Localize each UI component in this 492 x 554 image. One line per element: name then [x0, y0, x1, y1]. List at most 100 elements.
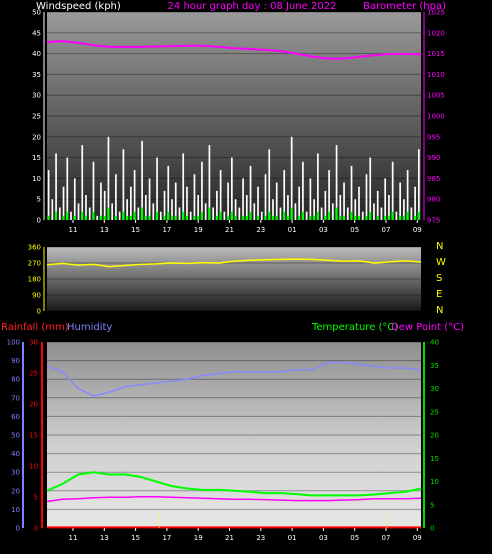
- windspeed-bar: [66, 157, 69, 220]
- barometer-tick-label: 1020: [427, 29, 445, 37]
- direction-tick-label: 0: [37, 308, 41, 316]
- gust-bar: [245, 215, 248, 220]
- temp-x-tick-label: 19: [194, 534, 203, 542]
- windspeed-bar: [320, 207, 323, 220]
- temperature-tick-label: 25: [430, 408, 439, 416]
- gust-bar: [185, 215, 188, 220]
- gust-bar: [92, 211, 95, 220]
- windspeed-bar: [245, 195, 248, 220]
- windspeed-bar: [403, 199, 405, 220]
- windspeed-bar: [313, 199, 315, 220]
- wind-x-tick-label: 05: [350, 226, 359, 234]
- windspeed-bar: [167, 165, 170, 220]
- windspeed-bar: [279, 207, 282, 220]
- gust-bar: [301, 211, 304, 220]
- gust-bar: [122, 211, 125, 220]
- direction-panel: [47, 247, 421, 311]
- humidity-tick-label: 10: [11, 506, 20, 514]
- windspeed-bar: [410, 207, 413, 220]
- windspeed-bar: [264, 174, 267, 220]
- barometer-tick-label: 1025: [427, 9, 445, 17]
- gust-bar: [200, 211, 203, 220]
- rainfall-tick-label: 20: [29, 401, 38, 409]
- humidity-line: [46, 361, 422, 397]
- windspeed-bar: [227, 182, 229, 220]
- windspeed-tick-label: 10: [32, 175, 41, 183]
- barometer-tick-label: 985: [427, 175, 440, 183]
- barometer-tick-label: 1005: [427, 92, 445, 100]
- windspeed-bar: [171, 199, 173, 220]
- windspeed-bar: [260, 211, 263, 220]
- gust-bar: [286, 215, 289, 220]
- windspeed-bar: [77, 203, 80, 220]
- windspeed-bar: [395, 211, 398, 220]
- windspeed-bar: [51, 199, 54, 220]
- windspeed-bar: [335, 145, 338, 220]
- humidity-tick-label: 50: [11, 432, 20, 440]
- gust-bar: [182, 211, 185, 220]
- humidity-tick-label: 60: [11, 413, 20, 421]
- windspeed-bar: [294, 203, 297, 220]
- wind-x-tick-label: 21: [225, 226, 234, 234]
- windspeed-bar: [317, 153, 319, 220]
- gust-bar: [264, 215, 267, 220]
- gust-bar: [387, 215, 390, 220]
- windspeed-bar: [346, 207, 349, 220]
- windspeed-bar: [182, 153, 185, 220]
- windspeed-bar: [208, 145, 211, 220]
- windspeed-bar: [272, 199, 274, 220]
- direction-letters: N W S E N: [436, 241, 446, 316]
- humidity-tick-label: 90: [11, 357, 20, 365]
- gust-bar: [398, 215, 402, 220]
- windspeed-tick-label: 25: [32, 113, 41, 121]
- temp-grid: [47, 341, 421, 529]
- humidity-tick-label: 0: [16, 525, 20, 533]
- dir-letter-n-bottom: N: [436, 305, 443, 316]
- windspeed-bar: [257, 186, 259, 220]
- gust-bar: [354, 215, 357, 220]
- barometer-tick-label: 1010: [427, 71, 445, 79]
- windspeed-bar: [174, 182, 177, 220]
- windspeed-bar: [358, 186, 360, 220]
- gust-bar: [335, 207, 338, 220]
- direction-tick-label: 180: [28, 276, 41, 284]
- wind-x-tick-label: 07: [382, 226, 391, 234]
- temperature-line: [46, 471, 422, 497]
- barometer-tick-label: 980: [427, 196, 440, 204]
- barometer-tick-label: 990: [427, 154, 440, 162]
- windspeed-bar: [156, 157, 158, 220]
- windspeed-bar: [96, 215, 99, 220]
- gust-bar: [357, 215, 361, 220]
- windspeed-bar: [137, 207, 140, 220]
- windspeed-bar: [148, 178, 151, 220]
- windspeed-bar: [201, 161, 203, 220]
- gust-bar: [268, 211, 271, 220]
- windspeed-bar: [122, 149, 125, 220]
- windspeed-tick-label: 50: [32, 9, 41, 17]
- windspeed-bar: [283, 170, 286, 220]
- gust-bars: [47, 207, 420, 220]
- gust-bar: [167, 211, 170, 220]
- rainfall-tick-label: 25: [29, 370, 38, 378]
- gust-bar: [133, 211, 136, 220]
- temp-x-tick-label: 17: [162, 534, 171, 542]
- windspeed-bar: [380, 207, 383, 220]
- barometer-tick-label: 975: [427, 217, 440, 225]
- wind-x-tick-label: 17: [162, 226, 171, 234]
- windspeed-bar: [234, 199, 237, 220]
- windspeed-bar: [152, 203, 155, 220]
- windspeed-bar: [88, 207, 91, 220]
- gust-bar: [406, 211, 409, 220]
- windspeed-bar: [92, 161, 95, 220]
- gust-bar: [365, 215, 368, 220]
- gust-bar: [297, 215, 301, 220]
- gust-bar: [369, 211, 372, 220]
- windspeed-bar: [178, 207, 181, 220]
- gust-bar: [174, 215, 177, 220]
- windspeed-bar: [85, 195, 87, 220]
- dir-letter-s: S: [436, 273, 442, 284]
- gust-bar: [170, 215, 174, 220]
- temp-x-tick-label: 09: [413, 534, 422, 542]
- windspeed-bar: [100, 182, 102, 220]
